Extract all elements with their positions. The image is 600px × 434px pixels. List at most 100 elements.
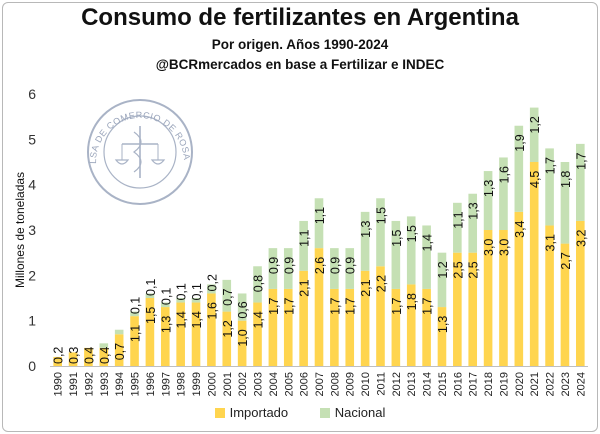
data-label-importado: 1,2 [221, 320, 235, 337]
bar-importado [160, 307, 170, 366]
bar-nacional [176, 298, 185, 303]
bar-importado [145, 298, 155, 366]
bar-importado [529, 162, 539, 366]
x-tick-label: 2007 [314, 372, 326, 396]
bar-importado [268, 288, 278, 366]
bar-nacional [560, 162, 570, 244]
x-tick-label: 2016 [452, 372, 464, 396]
data-label-importado: 3,0 [482, 239, 496, 256]
bar-nacional [145, 293, 155, 298]
watermark-seal-inner [103, 115, 177, 189]
data-label-nacional: 0,1 [175, 283, 189, 300]
data-label-nacional: 0,9 [344, 257, 358, 274]
x-tick-label: 2013 [406, 372, 418, 396]
bar-nacional [160, 302, 170, 308]
data-label-importado: 0,4 [98, 347, 112, 364]
bar-nacional [114, 329, 124, 335]
legend-item-nacional: Nacional [319, 405, 385, 420]
bar-nacional [499, 157, 508, 230]
bar-importado [560, 243, 570, 366]
data-label-importado: 1,7 [328, 298, 342, 315]
legend-label-importado: Importado [229, 405, 289, 421]
data-label-importado: 2,1 [298, 279, 312, 296]
bar-importado [99, 347, 109, 366]
watermark-seal-outer [87, 99, 193, 205]
bar-importado [176, 302, 185, 366]
bar-nacional [422, 225, 431, 289]
data-label-importado: 3,0 [497, 239, 511, 256]
watermark-pan-left [114, 159, 130, 165]
data-label-nacional: 0,9 [267, 257, 281, 274]
x-tick-label: 2004 [268, 372, 280, 396]
x-tick-label: 1990 [53, 372, 65, 396]
data-label-nacional: 0,9 [282, 257, 296, 274]
data-label-importado: 1,7 [267, 298, 281, 315]
bar-importado [360, 270, 370, 366]
data-label-importado: 0,7 [113, 343, 127, 360]
bar-nacional [391, 220, 401, 289]
x-tick-label: 1995 [130, 372, 142, 396]
data-label-nacional: 1,8 [559, 171, 573, 188]
bar-nacional [529, 107, 539, 162]
bar-nacional [237, 293, 247, 321]
x-tick-label: 1999 [191, 372, 203, 396]
data-label-nacional: 1,6 [497, 166, 511, 183]
bar-nacional [345, 248, 355, 289]
bar-nacional [268, 248, 278, 289]
data-label-importado: 1,5 [144, 307, 158, 324]
bar-importado [207, 293, 216, 366]
x-tick-label: 2002 [237, 372, 249, 396]
bar-nacional [483, 171, 493, 230]
bar-importado [499, 230, 508, 366]
x-tick-label: 2024 [575, 372, 587, 396]
x-tick-label: 1994 [114, 372, 126, 396]
bar-importado [53, 356, 62, 366]
data-label-importado: 1,4 [190, 311, 204, 328]
bar-importado [376, 266, 385, 366]
data-label-nacional: 1,7 [544, 157, 558, 174]
data-label-importado: 3,2 [574, 230, 588, 247]
bar-importado [191, 302, 201, 366]
x-tick-label: 2020 [514, 372, 526, 396]
y-tick-label: 4 [28, 177, 36, 193]
bar-importado [422, 288, 431, 366]
data-label-importado: 0,3 [67, 347, 81, 364]
x-tick-label: 2014 [422, 372, 434, 396]
x-tick-label: 2009 [345, 372, 357, 396]
bar-nacional [545, 148, 554, 226]
data-label-nacional: 1,3 [359, 220, 373, 237]
bar-importado [130, 316, 139, 366]
y-tick-label: 6 [28, 86, 36, 102]
x-tick-label: 2018 [483, 372, 495, 396]
x-tick-label: 1997 [160, 372, 172, 396]
x-tick-label: 2001 [222, 372, 234, 396]
x-tick-label: 2003 [253, 372, 265, 396]
x-tick-label: 2006 [299, 372, 311, 396]
chart-legend: Importado Nacional [0, 404, 600, 420]
bar-nacional [283, 248, 293, 289]
data-label-importado: 1,3 [159, 316, 173, 333]
data-label-nacional: 1,5 [390, 230, 404, 247]
data-label-importado: 1,7 [282, 298, 296, 315]
bar-nacional [191, 298, 201, 303]
y-axis-title: Millones de toneladas [13, 172, 27, 288]
y-tick-label: 2 [28, 267, 36, 283]
bar-importado [576, 220, 585, 366]
data-label-importado: 2,2 [374, 275, 388, 292]
data-label-nacional: 1,1 [451, 211, 465, 228]
data-label-importado: 2,6 [313, 257, 327, 274]
data-label-importado: 1,3 [436, 316, 450, 333]
bar-importado [68, 352, 78, 366]
data-label-nacional: 1,5 [405, 225, 419, 242]
data-label-nacional: 0,7 [221, 288, 235, 305]
data-label-nacional: 1,2 [436, 261, 450, 278]
bar-importado [406, 284, 416, 366]
x-tick-label: 2008 [329, 372, 341, 396]
data-label-importado: 1,4 [175, 311, 189, 328]
bar-nacional [130, 311, 139, 317]
data-label-importado: 1,1 [129, 325, 143, 342]
x-tick-label: 2012 [391, 372, 403, 396]
bar-importado [283, 288, 293, 366]
data-label-nacional: 0,9 [328, 257, 342, 274]
